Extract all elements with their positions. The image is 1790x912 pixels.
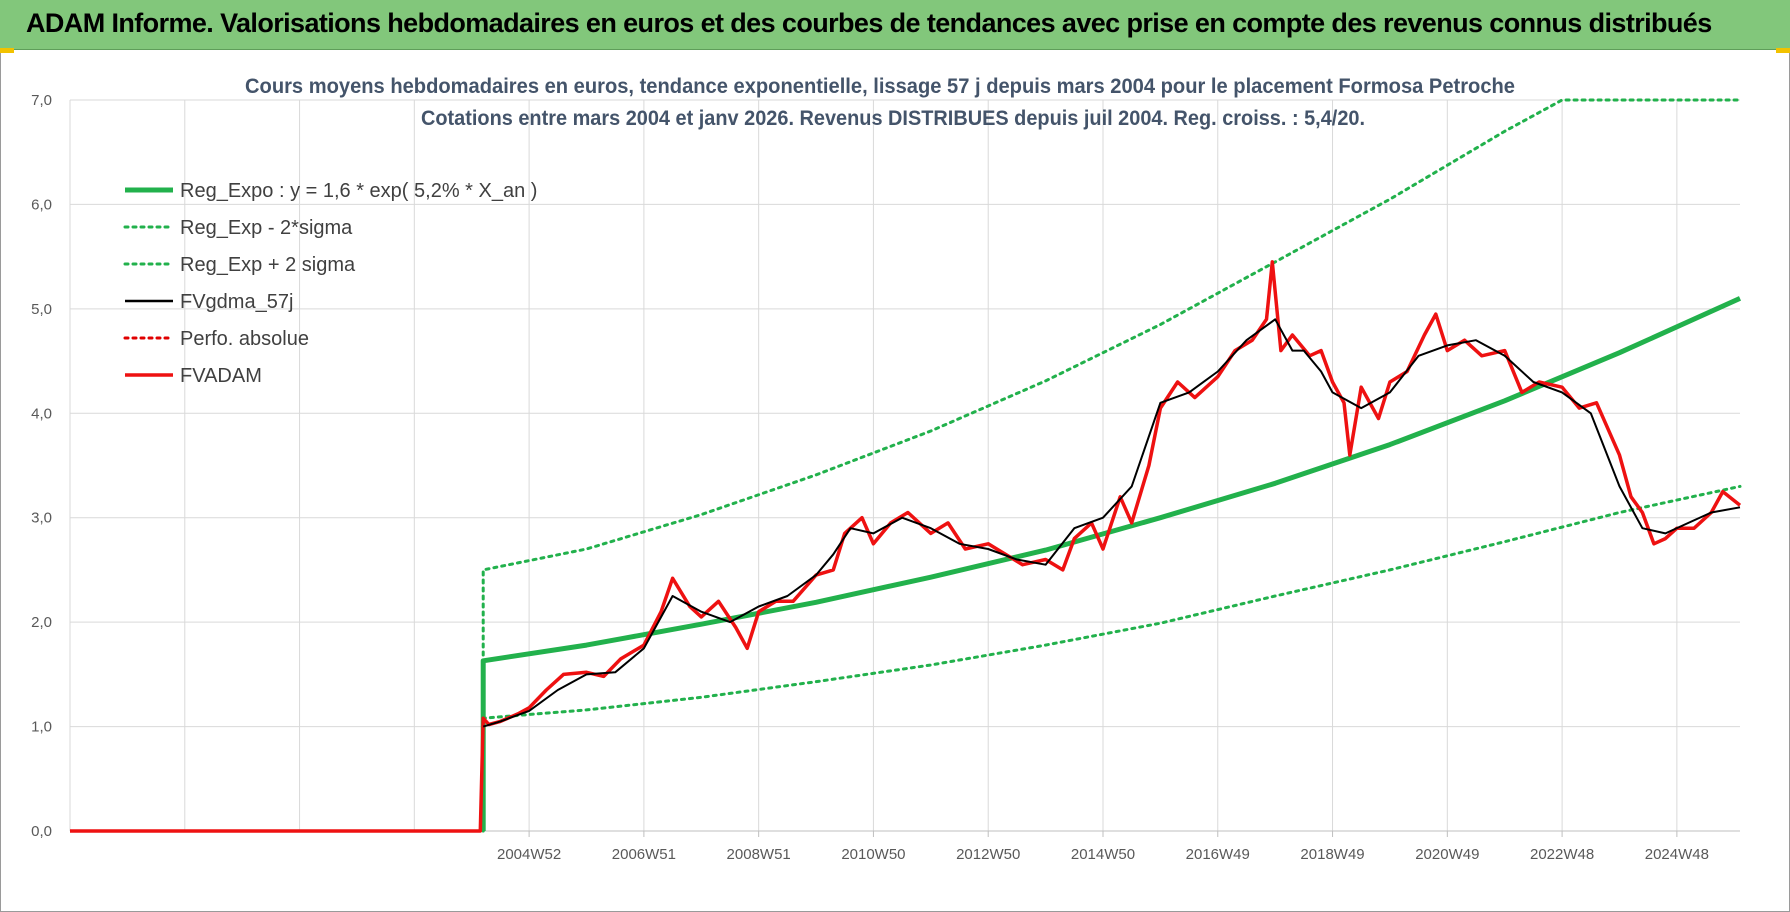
grid [69, 99, 1740, 832]
series-line [481, 484, 1742, 833]
x-tick-label: 2006W51 [612, 846, 676, 863]
y-tick-label: 0,0 [31, 823, 52, 840]
chart-subtitle: Cotations entre mars 2004 et janv 2026. … [421, 107, 1365, 130]
legend: Reg_Expo : y = 1,6 * exp( 5,2% * X_an ) R… [123, 180, 537, 387]
x-tick-label: 2024W48 [1645, 846, 1709, 863]
y-tick-label: 7,0 [31, 92, 52, 109]
corner-marker [1776, 48, 1790, 53]
series-line [481, 98, 1742, 833]
report-title: ADAM Informe. Valorisations hebdomadaire… [26, 8, 1712, 38]
x-tick-label: 2020W49 [1415, 846, 1479, 863]
report-banner: ADAM Informe. Valorisations hebdomadaire… [0, 0, 1790, 50]
y-tick-label: 2,0 [31, 614, 52, 631]
x-tick-label: 2010W50 [841, 846, 905, 863]
chart-title: Cours moyens hebdomadaires en euros, ten… [245, 75, 1515, 98]
series-line [482, 318, 1741, 728]
y-tick-label: 3,0 [31, 510, 52, 527]
x-tick-label: 2012W50 [956, 846, 1020, 863]
y-tick-label: 4,0 [31, 405, 52, 422]
corner-marker [0, 48, 14, 53]
x-tick-label: 2014W50 [1071, 846, 1135, 863]
axes: 0,0 1,0 2,0 3,0 4,0 5,0 6,0 7,0 2004W52 2006W51 20… [31, 92, 1740, 863]
x-tick-label: 2004W52 [497, 846, 561, 863]
line-chart: 0,0 1,0 2,0 3,0 4,0 5,0 6,0 7,0 2004W52 2006W51 20… [31, 75, 1742, 863]
legend-label: Reg_Expo : y = 1,6 * exp( 5,2% * X_an ) [180, 180, 537, 202]
y-tick-label: 5,0 [31, 301, 52, 318]
legend-label: FVADAM [180, 365, 262, 387]
series-line [70, 260, 1742, 833]
series-group [70, 98, 1742, 833]
legend-label: FVgdma_57j [180, 291, 293, 313]
x-tick-label: 2008W51 [727, 846, 791, 863]
legend-label: Perfo. absolue [180, 328, 309, 350]
legend-label: Reg_Exp + 2 sigma [180, 254, 356, 276]
y-tick-label: 6,0 [31, 196, 52, 213]
x-tick-label: 2016W49 [1186, 846, 1250, 863]
y-tick-label: 1,0 [31, 719, 52, 736]
legend-label: Reg_Exp - 2*sigma [180, 217, 353, 239]
x-tick-label: 2022W48 [1530, 846, 1594, 863]
x-tick-label: 2018W49 [1300, 846, 1364, 863]
series-line [480, 296, 1742, 831]
